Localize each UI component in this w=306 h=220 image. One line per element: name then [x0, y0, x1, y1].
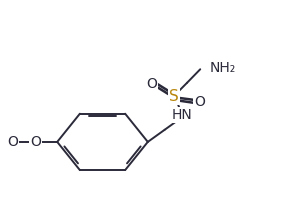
Text: O: O: [7, 135, 18, 149]
Text: O: O: [195, 95, 205, 109]
Text: O: O: [30, 135, 41, 149]
Text: O: O: [147, 77, 157, 91]
Text: S: S: [169, 89, 179, 104]
Text: HN: HN: [172, 108, 193, 122]
Text: NH₂: NH₂: [209, 61, 236, 75]
